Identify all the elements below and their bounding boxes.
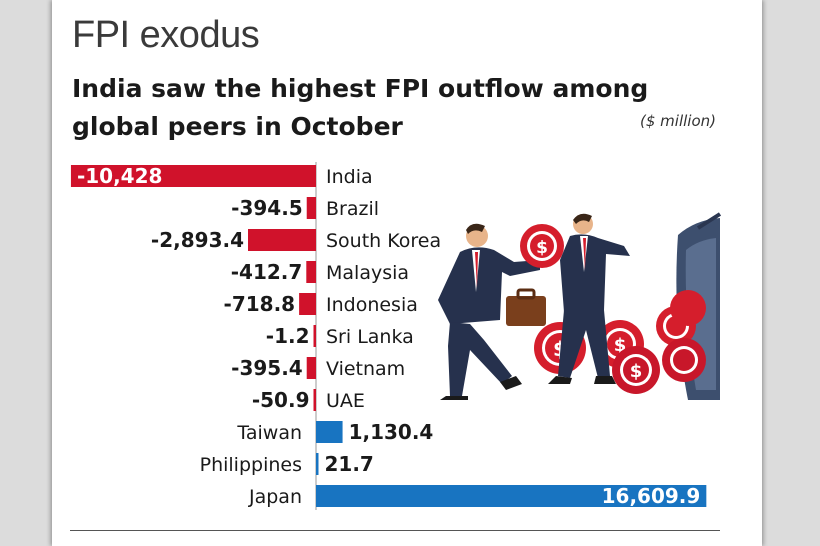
value-label-japan: 16,609.9: [602, 484, 701, 508]
svg-text:$: $: [630, 361, 643, 382]
bar-sri-lanka: [313, 325, 316, 347]
value-label-sri-lanka: -1.2: [266, 324, 310, 348]
category-label-south-korea: South Korea: [326, 230, 441, 252]
category-label-sri-lanka: Sri Lanka: [326, 326, 414, 348]
category-label-malaysia: Malaysia: [326, 262, 409, 284]
kicker-title: FPI exodus: [72, 14, 260, 56]
category-label-vietnam: Vietnam: [326, 358, 405, 380]
value-label-vietnam: -395.4: [231, 356, 303, 380]
value-label-uae: -50.9: [252, 388, 310, 412]
bar-japan: [316, 485, 707, 507]
bar-south-korea: [248, 229, 316, 251]
bottom-rule: [70, 530, 720, 531]
category-label-indonesia: Indonesia: [326, 294, 418, 316]
svg-text:$: $: [536, 238, 548, 258]
value-label-brazil: -394.5: [231, 196, 303, 220]
value-label-indonesia: -718.8: [224, 292, 296, 316]
bar-indonesia: [299, 293, 316, 315]
businessmen-illustration: $ $ $ $: [438, 212, 722, 400]
bar-india: [70, 165, 316, 187]
bar-brazil: [306, 197, 316, 219]
category-label-japan: Japan: [248, 486, 302, 508]
bar-philippines: [316, 453, 319, 475]
bar-malaysia: [306, 261, 316, 283]
bar-taiwan: [316, 421, 343, 443]
businessman-right-icon: [548, 213, 630, 384]
category-label-india: India: [326, 166, 373, 188]
chart-card: [52, 0, 762, 546]
chart-headline: India saw the highest FPI outflow among …: [72, 74, 649, 141]
bar-vietnam: [306, 357, 316, 379]
value-label-india: -10,428: [77, 164, 162, 188]
value-label-taiwan: 1,130.4: [349, 420, 434, 444]
category-label-brazil: Brazil: [326, 198, 379, 220]
unit-note: ($ million): [640, 112, 716, 130]
category-label-taiwan: Taiwan: [236, 422, 302, 444]
category-label-philippines: Philippines: [200, 454, 302, 476]
businessman-left-icon: [438, 223, 546, 400]
bar-uae: [313, 389, 316, 411]
card-bottom-edge: [52, 541, 762, 546]
value-label-malaysia: -412.7: [231, 260, 303, 284]
held-coin-icon: $: [520, 224, 564, 268]
value-label-south-korea: -2,893.4: [151, 228, 244, 252]
category-label-uae: UAE: [326, 390, 365, 412]
value-label-philippines: 21.7: [325, 452, 374, 476]
